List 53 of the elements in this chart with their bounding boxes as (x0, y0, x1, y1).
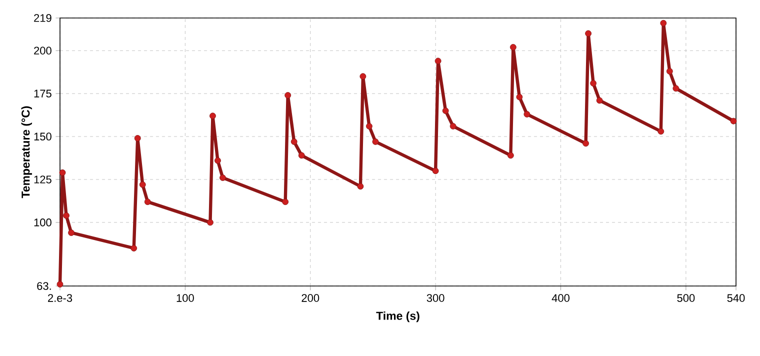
point (290, 138, 298, 145)
x-tick-label: 300 (426, 294, 444, 302)
point (59, 169, 66, 176)
point (590, 80, 596, 86)
point (298, 152, 305, 159)
y-tick-label: 219 (34, 14, 52, 22)
point (144, 198, 151, 206)
point (284, 92, 292, 99)
point (220, 174, 226, 181)
point (666, 68, 673, 74)
point (210, 112, 216, 120)
point (372, 138, 379, 145)
point (524, 111, 530, 118)
y-tick-label: 63. (37, 282, 51, 290)
y-tick-label: 150 (34, 132, 52, 140)
point (432, 168, 439, 174)
y-tick-label: 100 (34, 218, 52, 226)
x-tick-label: 400 (552, 294, 570, 302)
y-tick-label: 125 (34, 176, 52, 184)
point (139, 181, 146, 188)
point (282, 198, 289, 206)
point (134, 135, 141, 142)
point (56, 281, 64, 288)
point (510, 44, 516, 50)
x-tick-label: 540 (727, 294, 745, 302)
point (357, 183, 364, 190)
point (442, 108, 449, 114)
y-tick-label: 200 (34, 46, 52, 55)
point (63, 212, 70, 219)
y-axis-title: Temperature (°C) (21, 106, 32, 198)
point (582, 140, 589, 147)
point (596, 97, 603, 104)
point (660, 20, 667, 26)
x-tick-label: 500 (677, 294, 695, 302)
y-tick-label: 175 (34, 90, 52, 98)
x-tick-label: 100 (176, 294, 194, 302)
point (207, 219, 214, 226)
point (585, 30, 592, 37)
point (516, 94, 523, 100)
point (730, 118, 737, 124)
point (366, 123, 372, 130)
point (658, 128, 664, 135)
x-tick-label: 2.e-3 (48, 294, 72, 302)
x-tick-label: 200 (302, 294, 320, 302)
point (130, 245, 138, 252)
point (450, 123, 456, 130)
x-axis-title: Time (s) (376, 311, 420, 322)
point (68, 230, 74, 236)
point (672, 85, 680, 92)
point (214, 157, 221, 164)
point (360, 73, 366, 80)
point (434, 58, 442, 64)
point (507, 152, 514, 159)
